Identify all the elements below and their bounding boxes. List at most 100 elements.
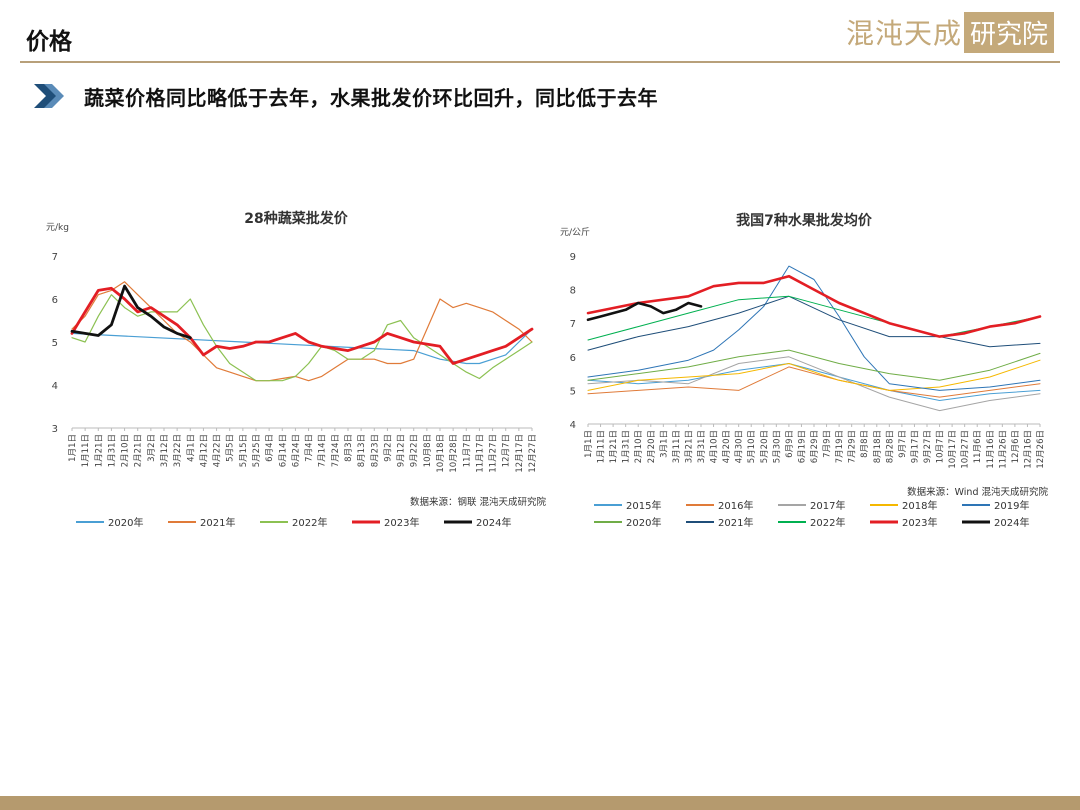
x-tick-label: 7月29日 (848, 430, 858, 463)
legend-label: 2022年 (810, 516, 845, 529)
x-tick-label: 8月18日 (873, 430, 883, 463)
x-tick-label: 9月12日 (397, 434, 407, 467)
headline: 蔬菜价格同比略低于去年，水果批发价环比回升，同比低于去年 (84, 86, 658, 110)
x-tick-label: 4月10日 (710, 430, 720, 463)
legend-label: 2022年 (292, 516, 327, 529)
x-tick-label: 9月27日 (923, 430, 933, 463)
y-tick-label: 7 (52, 252, 58, 263)
series-line-2020年 (71, 328, 533, 365)
x-tick-label: 7月19日 (835, 430, 845, 463)
legend-item: 2021年 (168, 516, 235, 529)
x-tick-label: 7月9日 (823, 430, 833, 458)
x-tick-label: 3月1日 (659, 430, 669, 458)
x-tick-label: 1月1日 (584, 430, 594, 458)
series-line-2024年 (586, 301, 703, 322)
x-tick-label: 3月31日 (697, 430, 707, 463)
legend-label: 2021年 (200, 516, 235, 529)
x-tick-label: 3月2日 (147, 434, 157, 462)
x-tick-label: 8月28日 (885, 430, 895, 463)
x-tick-label: 8月8日 (860, 430, 870, 458)
legend-label: 2015年 (626, 499, 661, 512)
vegetable-price-chart: 28种蔬菜批发价 元/kg 3 4 5 6 7 1月1日 1月11日 1月21日 1月31日 2月10… (36, 200, 556, 540)
legend-label: 2024年 (994, 516, 1029, 529)
x-tick-label: 2月10日 (634, 430, 644, 463)
x-tick-label: 12月27日 (528, 434, 538, 473)
x-tick-label: 7月14日 (318, 434, 328, 467)
x-tick-label: 4月22日 (213, 434, 223, 467)
legend-item: 2020年 (76, 516, 143, 529)
legend-item: 2022年 (778, 516, 845, 529)
x-tick-label: 3月11日 (672, 430, 682, 463)
x-tick-label: 11月26日 (998, 430, 1008, 469)
x-tick-label: 6月14日 (278, 434, 288, 467)
x-tick-label: 9月2日 (383, 434, 393, 462)
x-tick-label: 5月30日 (772, 430, 782, 463)
brand-logo-boxed: 研究院 (963, 11, 1054, 53)
series-line-2016年 (587, 366, 1041, 398)
x-tick-label: 7月4日 (305, 434, 315, 462)
legend-item: 2023年 (352, 516, 419, 529)
x-tick-label: 6月29日 (810, 430, 820, 463)
series-line-2023年 (70, 286, 534, 365)
x-tick-label: 12月7日 (502, 434, 512, 467)
x-tick-label: 1月31日 (107, 434, 117, 467)
x-tick-label: 11月17日 (475, 434, 485, 473)
x-tick-label: 11月16日 (986, 430, 996, 469)
source-note: 数据来源：Wind 混沌天成研究院 (907, 486, 1048, 498)
x-tick-label: 10月28日 (449, 434, 459, 473)
y-axis-label: 元/公斤 (560, 227, 590, 238)
x-tick-label: 10月7日 (936, 430, 946, 463)
x-tick-label: 8月13日 (357, 434, 367, 467)
y-tick-label: 8 (570, 286, 576, 297)
legend-item: 2019年 (962, 499, 1029, 512)
x-tick-label: 8月3日 (344, 434, 354, 462)
legend-item: 2021年 (686, 516, 753, 529)
x-tick-label: 11月6日 (973, 430, 983, 463)
x-tick-label: 12月6日 (1011, 430, 1021, 463)
series-line-2018年 (587, 359, 1041, 391)
brand-logo: 混沌天成 研究院 (846, 11, 1054, 53)
x-tick-label: 1月1日 (68, 434, 78, 462)
x-tick-label: 1月31日 (622, 430, 632, 463)
x-tick-label: 3月12日 (160, 434, 170, 467)
footer-bar (0, 796, 1080, 810)
series-line-2015年 (587, 363, 1041, 401)
legend-item: 2023年 (870, 516, 937, 529)
x-tick-label: 3月22日 (173, 434, 183, 467)
x-tick-label: 10月27日 (961, 430, 971, 469)
legend-label: 2018年 (902, 499, 937, 512)
legend-item: 2022年 (260, 516, 327, 529)
x-tick-label: 12月26日 (1036, 430, 1046, 469)
x-tick-label: 2月10日 (121, 434, 131, 467)
page-title: 价格 (26, 29, 72, 55)
series-line-2020年 (587, 349, 1041, 381)
x-tick-label: 6月19日 (797, 430, 807, 463)
chart-title: 我国7种水果批发均价 (736, 212, 873, 229)
x-tick-label: 1月11日 (81, 434, 91, 467)
x-tick-label: 1月11日 (597, 430, 607, 463)
legend-label: 2016年 (718, 499, 753, 512)
x-tick-label: 6月4日 (265, 434, 275, 462)
x-tick-label: 5月5日 (226, 434, 236, 462)
x-tick-label: 4月20日 (722, 430, 732, 463)
x-tick-label: 5月20日 (760, 430, 770, 463)
series-line-2022年 (71, 294, 533, 382)
legend-label: 2020年 (626, 516, 661, 529)
x-tick-label: 11月27日 (489, 434, 499, 473)
legend-label: 2023年 (902, 516, 937, 529)
series-line-2024年 (70, 284, 192, 340)
x-tick-label: 12月16日 (1023, 430, 1033, 469)
legend-item: 2018年 (870, 499, 937, 512)
y-tick-label: 3 (52, 424, 58, 435)
series-line-2022年 (587, 295, 1041, 341)
legend-label: 2024年 (476, 516, 511, 529)
x-tick-label: 8月23日 (370, 434, 380, 467)
x-tick-label: 10月18日 (436, 434, 446, 473)
x-tick-label: 4月1日 (186, 434, 196, 462)
series-line-2017年 (587, 356, 1041, 412)
x-tick-label: 9月7日 (898, 430, 908, 458)
x-tick-label: 9月17日 (910, 430, 920, 463)
x-tick-label: 5月15日 (239, 434, 249, 467)
